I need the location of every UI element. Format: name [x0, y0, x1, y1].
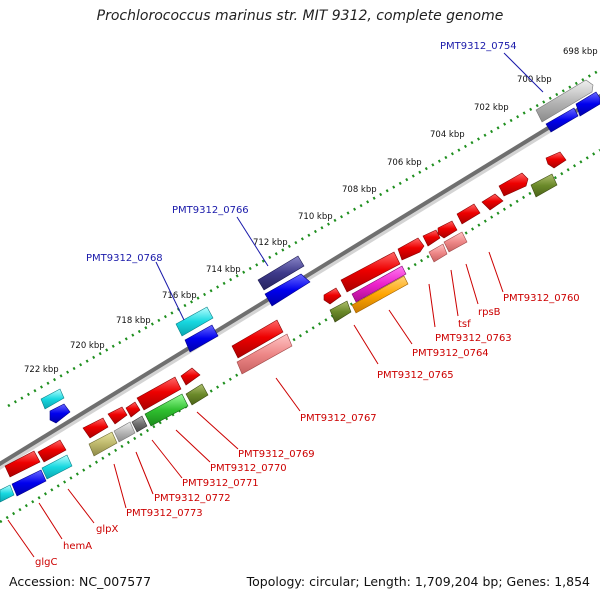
- outer-tick-track: [7, 68, 600, 408]
- kbp-label: 706 kbp: [387, 158, 422, 168]
- inner-tick-track: [0, 148, 600, 524]
- gene-feature-khaki[interactable]: [88, 431, 118, 457]
- gene-label-pmt9312-0764[interactable]: PMT9312_0764: [412, 348, 489, 359]
- gene-label-pmt9312-0766[interactable]: PMT9312_0766: [172, 205, 249, 216]
- gene-label-pmt9312-0763[interactable]: PMT9312_0763: [435, 333, 512, 344]
- kbp-label: 714 kbp: [206, 265, 241, 275]
- gene-feature-cyan[interactable]: [41, 454, 73, 480]
- gene-feature-red[interactable]: [422, 229, 441, 247]
- gene-label-pmt9312-0770[interactable]: PMT9312_0770: [210, 463, 287, 474]
- label-leader-lines: [7, 52, 544, 558]
- gene-feature-olive[interactable]: [530, 173, 558, 198]
- gene-label-pmt9312-0772[interactable]: PMT9312_0772: [154, 493, 231, 504]
- gene-label-pmt9312-0769[interactable]: PMT9312_0769: [238, 449, 315, 460]
- gene-feature-gray[interactable]: [535, 79, 594, 123]
- gene-labels: PMT9312_0754 PMT9312_0766 PMT9312_0768 g…: [35, 41, 580, 568]
- gene-feature-red[interactable]: [4, 450, 41, 478]
- kbp-label: 708 kbp: [342, 185, 377, 195]
- gene-feature-blue[interactable]: [49, 403, 71, 424]
- kbp-label: 704 kbp: [430, 130, 465, 140]
- gene-feature-red[interactable]: [481, 193, 504, 211]
- gene-label-glgc[interactable]: glgC: [35, 557, 57, 568]
- gene-feature-cyan[interactable]: [175, 306, 214, 337]
- gene-feature-red[interactable]: [37, 439, 67, 463]
- gene-feature-red[interactable]: [437, 220, 458, 239]
- gene-label-pmt9312-0765[interactable]: PMT9312_0765: [377, 370, 454, 381]
- kbp-label: 716 kbp: [162, 291, 197, 301]
- kbp-label: 702 kbp: [474, 103, 509, 113]
- gene-label-pmt9312-0773[interactable]: PMT9312_0773: [126, 508, 203, 519]
- gene-label-rpsb[interactable]: rpsB: [478, 307, 501, 318]
- gene-feature-blue[interactable]: [184, 324, 219, 353]
- gene-label-pmt9312-0771[interactable]: PMT9312_0771: [182, 478, 259, 489]
- gene-feature-red[interactable]: [82, 417, 109, 439]
- gene-feature-red[interactable]: [136, 376, 182, 411]
- gene-label-pmt9312-0754[interactable]: PMT9312_0754: [440, 41, 517, 52]
- gene-feature-blue[interactable]: [264, 273, 311, 307]
- kbp-label: 700 kbp: [517, 75, 552, 85]
- map-title: Prochlorococcus marinus str. MIT 9312, c…: [96, 8, 504, 24]
- gene-feature-gray[interactable]: [113, 421, 136, 443]
- gene-feature-olive[interactable]: [185, 383, 209, 406]
- gene-feature-magenta[interactable]: [351, 265, 407, 303]
- gene-label-pmt9312-0767[interactable]: PMT9312_0767: [300, 413, 377, 424]
- gene-feature-red[interactable]: [456, 203, 481, 225]
- gene-feature-red[interactable]: [107, 406, 128, 425]
- accession-text: Accession: NC_007577: [9, 574, 152, 589]
- gene-label-pmt9312-0760[interactable]: PMT9312_0760: [503, 293, 580, 304]
- gene-feature-pink[interactable]: [443, 231, 468, 253]
- gene-feature-pink[interactable]: [236, 333, 293, 375]
- gene-feature-blue[interactable]: [575, 91, 600, 117]
- gene-label-glpx[interactable]: glpX: [96, 524, 118, 535]
- kbp-scale: 698 kbp 700 kbp 702 kbp 704 kbp 706 kbp …: [24, 47, 598, 375]
- gene-feature-red[interactable]: [231, 319, 284, 359]
- gene-feature-green[interactable]: [144, 393, 189, 427]
- gene-feature-blue[interactable]: [545, 107, 579, 133]
- gene-feature-pink[interactable]: [428, 243, 448, 263]
- kbp-label: 718 kbp: [116, 316, 151, 326]
- gene-label-tsf[interactable]: tsf: [458, 319, 471, 330]
- gene-feature-red[interactable]: [180, 367, 201, 386]
- gene-label-pmt9312-0768[interactable]: PMT9312_0768: [86, 253, 163, 264]
- gene-feature-darkgray[interactable]: [131, 415, 148, 433]
- kbp-label: 698 kbp: [563, 47, 598, 57]
- gene-feature-blue[interactable]: [11, 469, 47, 497]
- kbp-label: 720 kbp: [70, 341, 105, 351]
- gene-feature-red[interactable]: [545, 151, 567, 169]
- kbp-label: 722 kbp: [24, 365, 59, 375]
- gene-feature-orange[interactable]: [351, 275, 409, 314]
- genome-summary-text: Topology: circular; Length: 1,709,204 bp…: [246, 574, 590, 589]
- kbp-label: 712 kbp: [253, 238, 288, 248]
- gene-feature-red[interactable]: [340, 251, 401, 293]
- kbp-label: 710 kbp: [298, 212, 333, 222]
- gene-feature-red[interactable]: [498, 172, 529, 197]
- gene-feature-red[interactable]: [323, 287, 342, 305]
- gene-feature-navy[interactable]: [257, 255, 305, 291]
- gene-feature-cyan[interactable]: [0, 484, 15, 503]
- gene-features: [0, 79, 600, 503]
- gene-feature-red[interactable]: [397, 237, 425, 261]
- gene-feature-olive[interactable]: [329, 300, 352, 323]
- gene-feature-red[interactable]: [125, 401, 141, 418]
- gene-label-hema[interactable]: hemA: [63, 541, 92, 552]
- gene-feature-cyan[interactable]: [40, 388, 65, 410]
